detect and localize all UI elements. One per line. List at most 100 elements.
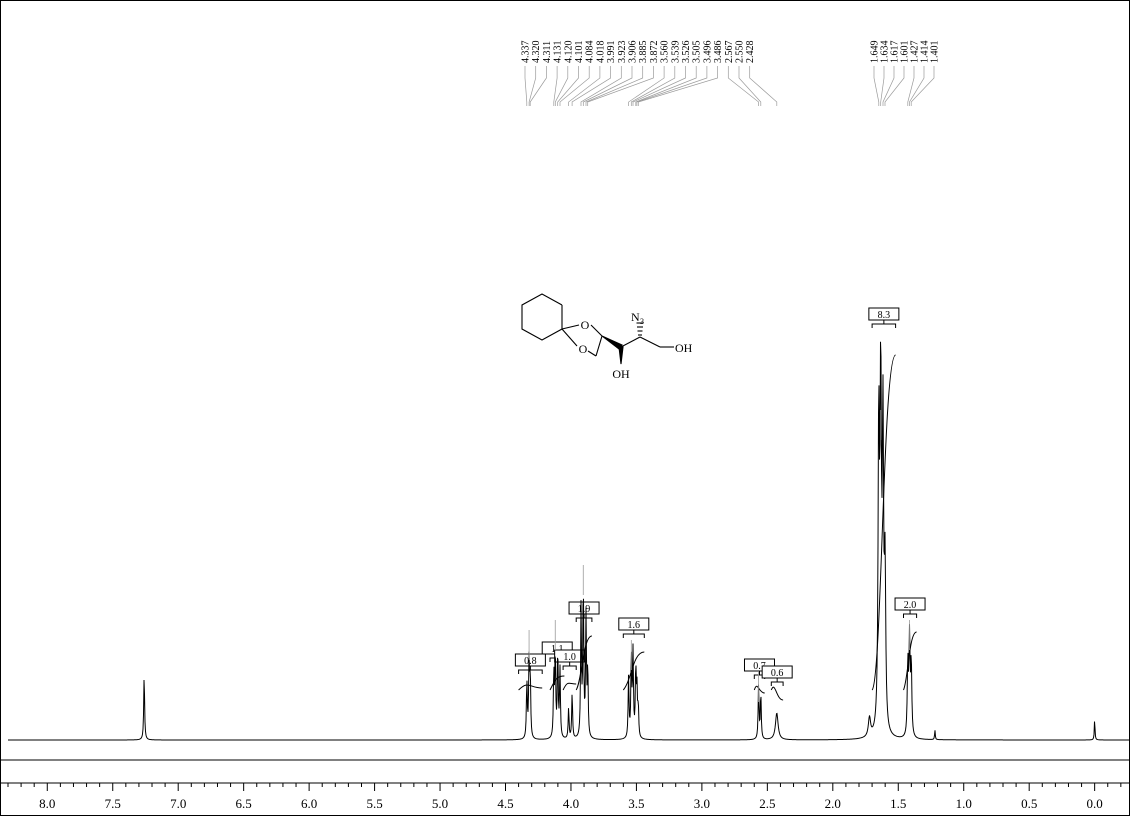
ring-oxygen-2: O [579, 342, 588, 356]
integral-label: 0.6 [771, 668, 784, 679]
peak-list-label: 1.601 [900, 41, 911, 64]
integral-box [514, 653, 546, 667]
bond-c2-c1 [639, 336, 661, 348]
peak-leader-line [628, 66, 665, 106]
peak-list-label: 3.539 [670, 41, 681, 64]
peak-list-label: 1.401 [930, 41, 941, 64]
peak-list-label: 3.906 [628, 41, 639, 64]
x-tick-label: 6.5 [236, 796, 252, 811]
terminal-hydroxyl-label: OH [675, 341, 693, 355]
peak-leader-line [580, 66, 622, 106]
peak-list-label: 3.486 [713, 41, 724, 64]
peak-leader-line [557, 66, 579, 106]
peak-leader-line [880, 66, 885, 106]
peak-leader-line [630, 66, 676, 106]
peak-leader-line [528, 66, 537, 106]
peak-leader-line [738, 66, 762, 106]
peak-list-label: 1.649 [870, 41, 881, 64]
integral-curve [518, 684, 543, 691]
integral-box [554, 649, 586, 663]
x-tick-label: 6.0 [301, 796, 317, 811]
peak-list-label: 3.923 [617, 41, 628, 64]
peak-list-label: 1.634 [880, 41, 891, 64]
x-tick-label: 3.5 [628, 796, 644, 811]
peak-leader-line [553, 66, 558, 106]
peak-leader-line [582, 66, 633, 106]
bond-o1-c4 [590, 324, 603, 337]
integral-bracket [871, 323, 897, 328]
integral-label: 1.0 [563, 652, 576, 663]
bond-spiro-o2 [561, 328, 578, 347]
peak-list-labels: 4.337 4.320 4.311 4.131 4.120 4.101 4.084 4.018… [521, 41, 941, 106]
peak-leader-line [882, 66, 895, 106]
integral-box [868, 307, 900, 321]
peak-list-label: 4.311 [542, 41, 553, 63]
integral-label: 8.3 [878, 310, 891, 321]
integral-bracket [562, 665, 577, 670]
x-tick-label: 4.0 [563, 796, 579, 811]
hash-wedge-c2-n3 [636, 322, 644, 336]
peak-list-label: 4.101 [574, 41, 585, 64]
peak-list-label: 4.320 [531, 41, 542, 64]
wedge-c3-oh [618, 346, 624, 365]
x-tick-label: 8.0 [39, 796, 55, 811]
peak-leader-line [571, 66, 611, 106]
x-tick-label: 2.5 [759, 796, 775, 811]
peak-leader-line [637, 66, 718, 106]
peak-list-label: 3.872 [649, 41, 660, 64]
integral-box [894, 597, 926, 611]
integral-label: 2.0 [904, 600, 917, 611]
spectrum-trace [8, 341, 1130, 741]
peak-list-label: 3.991 [606, 41, 617, 64]
peak-list-label: 2.428 [745, 41, 756, 64]
x-tick-label: 1.0 [956, 796, 972, 811]
x-tick-label: 5.0 [432, 796, 448, 811]
peak-list-label: 3.505 [692, 41, 703, 64]
peak-list-label: 2.550 [735, 41, 746, 64]
peak-leader-line [554, 66, 569, 106]
integral-curve [871, 354, 897, 691]
x-tick-label: 7.0 [170, 796, 186, 811]
bond-c5-o2 [587, 350, 597, 357]
peak-list-label: 4.018 [595, 41, 606, 64]
integral-bracket [622, 633, 645, 638]
x-axis-tick-labels: 8.0 7.5 7.0 6.5 6.0 5.5 5.0 4.5 4.0 3.5 3.0 2.5 2.0 1… [39, 796, 1103, 811]
peak-leader-line [727, 66, 759, 106]
bond-spiro-o1 [561, 324, 580, 330]
peak-leader-line [632, 66, 686, 106]
integral-label: 1.6 [628, 620, 641, 631]
azide-label: N [631, 310, 640, 324]
x-tick-label: 2.0 [825, 796, 841, 811]
peak-list-label: 2.567 [724, 41, 735, 64]
peak-leader-line [636, 66, 708, 106]
peak-list-label: 4.337 [521, 41, 532, 64]
x-tick-label: 3.0 [694, 796, 710, 811]
peak-leader-line [585, 66, 644, 106]
cyclohexane-ring [521, 293, 563, 341]
peak-list-label: 3.526 [681, 41, 692, 64]
peak-leader-line [873, 66, 880, 106]
peak-leader-line [907, 66, 915, 106]
peak-list-label: 1.414 [920, 41, 931, 64]
peak-leader-line [909, 66, 925, 106]
azide-subscript: 3 [640, 317, 644, 326]
peak-leader-line [524, 66, 528, 106]
integral-curve [753, 685, 765, 694]
integral-bracket [770, 681, 784, 686]
peak-leader-line [635, 66, 697, 106]
x-tick-label: 0.0 [1087, 796, 1103, 811]
integral-label: 0.8 [524, 656, 537, 667]
peak-leader-line [568, 66, 601, 106]
integral-curve [770, 686, 784, 701]
peak-list-label: 3.885 [638, 41, 649, 64]
integral-box [761, 665, 793, 679]
peak-list-label: 3.560 [660, 41, 671, 64]
integral-bracket [903, 613, 918, 618]
x-axis-ticks [0, 782, 1130, 791]
peak-leader-line [559, 66, 590, 106]
x-tick-label: 5.5 [366, 796, 382, 811]
molecule-labels: O O N 3 OH OH [579, 310, 693, 381]
bond-c3-c2 [620, 336, 641, 348]
